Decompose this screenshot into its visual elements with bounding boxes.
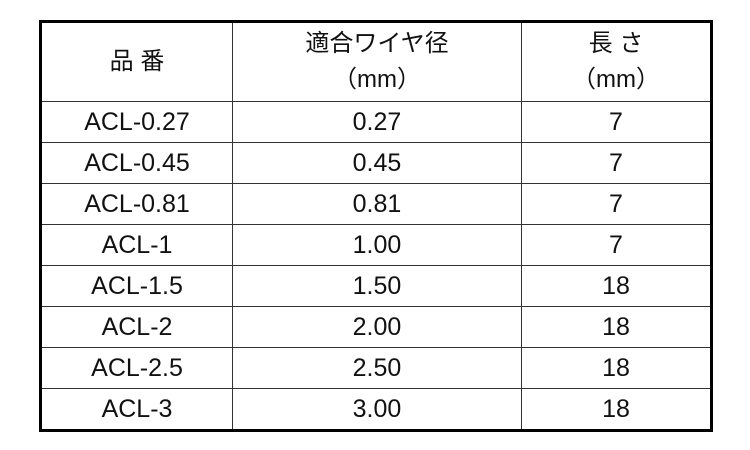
cell-length: 18 (521, 265, 712, 307)
cell-wire-diameter: 0.27 (232, 101, 522, 143)
cell-part-number: ACL-1 (40, 224, 233, 266)
cell-wire-diameter: 2.50 (232, 347, 522, 389)
header-length: 長 さ （mm） (521, 21, 712, 102)
spec-table: 品 番 適合ワイヤ径 （mm） 長 さ （mm） ACL-0.27 0.27 7 AC… (39, 20, 713, 432)
cell-length: 7 (521, 183, 712, 225)
header-wire-diameter-label: 適合ワイヤ径 (305, 30, 449, 57)
cell-wire-diameter: 0.45 (232, 142, 522, 184)
header-wire-diameter-unit: （mm） (333, 66, 421, 93)
table-row: ACL-0.81 0.81 7 (40, 183, 712, 225)
header-wire-diameter: 適合ワイヤ径 （mm） (232, 21, 522, 102)
header-row: 品 番 適合ワイヤ径 （mm） 長 さ （mm） (40, 21, 712, 102)
cell-wire-diameter: 1.00 (232, 224, 522, 266)
cell-part-number: ACL-1.5 (40, 265, 233, 307)
table-row: ACL-1 1.00 7 (40, 224, 712, 266)
cell-length: 7 (521, 224, 712, 266)
header-part-number: 品 番 (40, 21, 233, 102)
header-length-unit: （mm） (572, 66, 660, 93)
cell-length: 18 (521, 347, 712, 389)
cell-part-number: ACL-3 (40, 388, 233, 431)
cell-wire-diameter: 0.81 (232, 183, 522, 225)
cell-wire-diameter: 3.00 (232, 388, 522, 431)
cell-part-number: ACL-2.5 (40, 347, 233, 389)
table-row: ACL-3 3.00 18 (40, 388, 712, 431)
table-row: ACL-0.27 0.27 7 (40, 101, 712, 143)
cell-length: 18 (521, 388, 712, 431)
cell-length: 7 (521, 142, 712, 184)
cell-part-number: ACL-0.27 (40, 101, 233, 143)
cell-wire-diameter: 2.00 (232, 306, 522, 348)
cell-part-number: ACL-0.81 (40, 183, 233, 225)
table-row: ACL-2 2.00 18 (40, 306, 712, 348)
cell-wire-diameter: 1.50 (232, 265, 522, 307)
cell-length: 7 (521, 101, 712, 143)
cell-length: 18 (521, 306, 712, 348)
cell-part-number: ACL-2 (40, 306, 233, 348)
table-row: ACL-2.5 2.50 18 (40, 347, 712, 389)
table-row: ACL-1.5 1.50 18 (40, 265, 712, 307)
cell-part-number: ACL-0.45 (40, 142, 233, 184)
header-length-label: 長 さ (588, 30, 644, 57)
table-row: ACL-0.45 0.45 7 (40, 142, 712, 184)
